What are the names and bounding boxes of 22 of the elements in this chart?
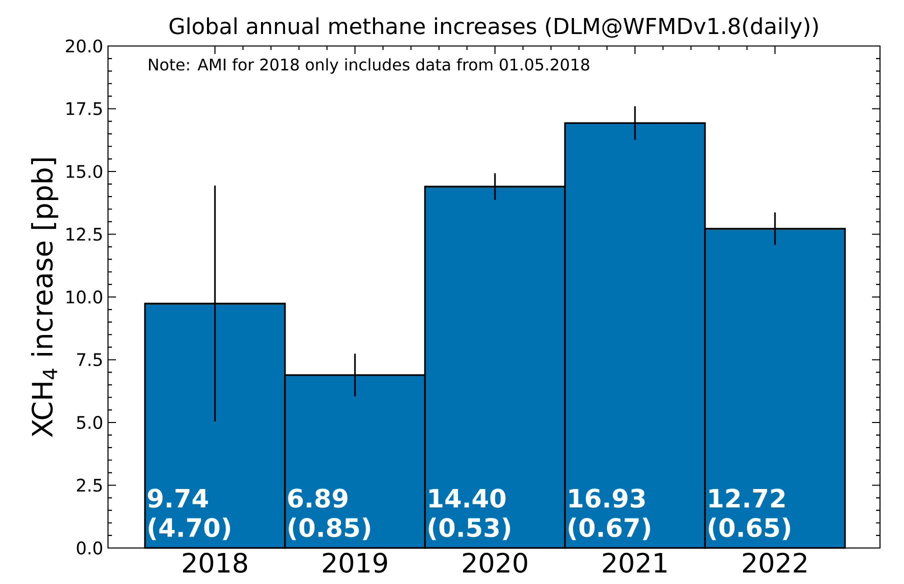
x-tick-label: 2020 <box>462 552 528 573</box>
data-label: 12.72 (0.65) <box>708 488 790 540</box>
data-label: 6.89 (0.85) <box>288 488 370 540</box>
y-tick-label: 15.0 <box>66 164 102 178</box>
data-label: 14.40 (0.53) <box>428 488 510 540</box>
x-tick-label: 2019 <box>322 552 388 573</box>
x-tick-label: 2018 <box>182 552 248 573</box>
y-tick-label: 7.5 <box>77 353 102 366</box>
x-tick-label: 2021 <box>603 552 666 573</box>
y-tick-label: 20.0 <box>66 39 102 53</box>
y-tick-label: 12.5 <box>66 228 102 241</box>
data-label: 9.74 (4.70) <box>148 488 230 540</box>
data-label: 16.93 (0.67) <box>568 488 650 540</box>
y-axis-title: XCH$_{4}$ increase [ppb] <box>31 158 58 438</box>
y-tick-label: 2.5 <box>77 478 102 492</box>
y-tick-label: 5.0 <box>77 416 102 430</box>
annotation: Note: AMI for 2018 only includes data from 01.05.2018 <box>149 58 590 74</box>
y-tick-label: 17.5 <box>66 102 102 116</box>
x-tick-label: 2022 <box>743 552 806 573</box>
y-tick-label: 10.0 <box>66 290 102 304</box>
y-tick-label: 0.0 <box>76 541 102 555</box>
chart-title: Global annual methane increases (DLM@WFMDv1.8(daily)) <box>170 17 818 39</box>
